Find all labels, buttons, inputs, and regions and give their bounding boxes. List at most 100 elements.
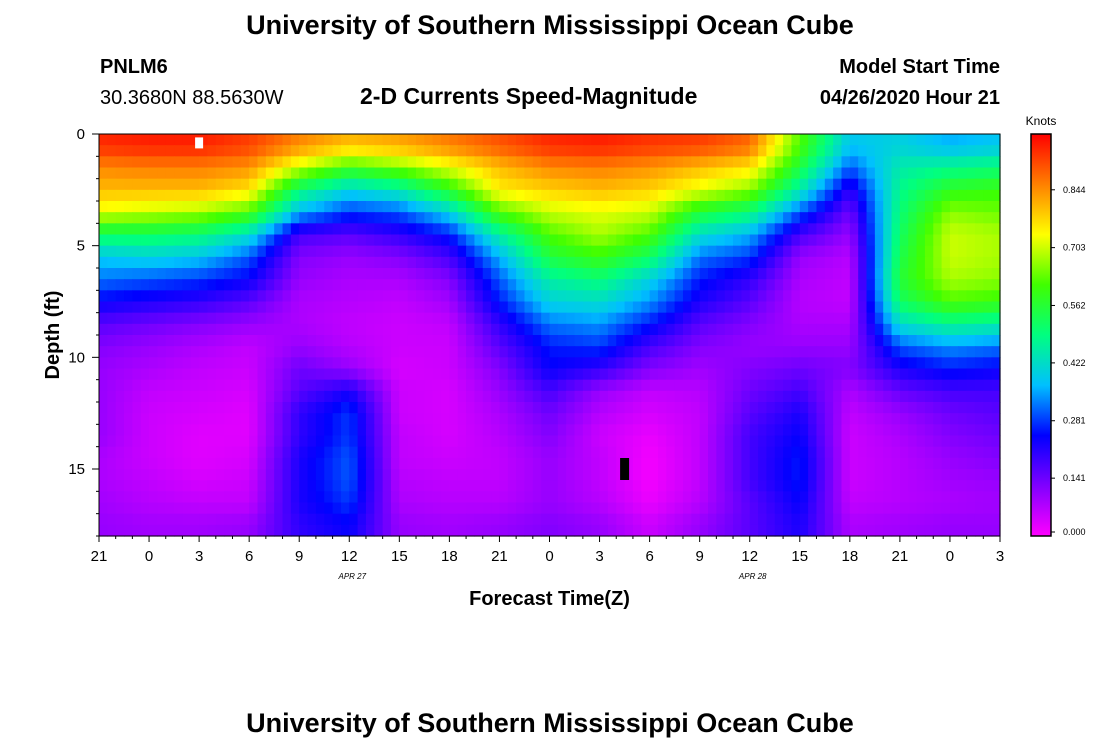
heatmap-cell — [174, 379, 184, 392]
heatmap-cell — [340, 156, 350, 169]
heatmap-cell — [340, 390, 350, 403]
heatmap-cell — [165, 524, 175, 537]
heatmap-cell — [549, 223, 559, 236]
heatmap-cell — [182, 245, 192, 258]
heatmap-cell — [507, 502, 517, 515]
heatmap-cell — [866, 469, 876, 481]
heatmap-cell — [549, 134, 559, 146]
heatmap-cell — [641, 357, 651, 370]
heatmap-cell — [140, 413, 150, 425]
heatmap-cell — [224, 424, 234, 437]
heatmap-cell — [157, 469, 167, 481]
heatmap-cell — [140, 335, 150, 347]
heatmap-cell — [457, 178, 467, 191]
heatmap-cell — [691, 301, 701, 314]
heatmap-cell — [632, 413, 642, 425]
heatmap-cell — [749, 480, 759, 492]
heatmap-cell — [749, 156, 759, 169]
heatmap-cell — [332, 390, 342, 403]
heatmap-cell — [866, 145, 876, 157]
heatmap-cell — [557, 357, 567, 370]
heatmap-cell — [699, 379, 709, 392]
heatmap-cell — [866, 245, 876, 258]
heatmap-cell — [174, 346, 184, 358]
heatmap-cell — [833, 156, 843, 169]
heatmap-cell — [374, 335, 384, 347]
heatmap-cell — [682, 223, 692, 236]
heatmap-cell — [165, 390, 175, 403]
heatmap-cell — [974, 502, 984, 515]
heatmap-cell — [332, 480, 342, 492]
heatmap-cell — [257, 256, 267, 269]
heatmap-cell — [265, 413, 275, 425]
heatmap-cell — [908, 413, 918, 425]
heatmap-cell — [466, 268, 476, 280]
heatmap-cell — [657, 301, 667, 314]
heatmap-cell — [599, 357, 609, 370]
heatmap-cell — [591, 502, 601, 515]
heatmap-cell — [274, 491, 284, 504]
heatmap-cell — [365, 346, 375, 358]
heatmap-cell — [874, 502, 884, 515]
heatmap-cell — [482, 301, 492, 314]
heatmap-cell — [708, 256, 717, 269]
heatmap-cell — [607, 424, 617, 437]
heatmap-cell — [240, 457, 250, 470]
heatmap-cell — [424, 323, 434, 336]
heatmap-cell — [833, 256, 843, 269]
heatmap-cell — [766, 513, 776, 526]
heatmap-cell — [115, 290, 125, 303]
heatmap-cell — [190, 178, 200, 191]
heatmap-cell — [708, 502, 717, 515]
heatmap-cell — [758, 268, 767, 280]
heatmap-cell — [107, 446, 117, 459]
heatmap-cell — [682, 379, 692, 392]
heatmap-cell — [908, 446, 918, 459]
heatmap-cell — [557, 480, 567, 492]
heatmap-cell — [557, 223, 567, 236]
heatmap-cell — [908, 312, 918, 325]
heatmap-cell — [783, 145, 793, 157]
heatmap-cell — [282, 435, 292, 448]
heatmap-cell — [516, 346, 526, 358]
heatmap-cell — [332, 413, 342, 425]
heatmap-cell — [941, 435, 951, 448]
heatmap-cell — [416, 268, 425, 280]
heatmap-cell — [666, 234, 676, 247]
heatmap-cell — [157, 245, 167, 258]
heatmap-cell — [916, 212, 926, 224]
heatmap-cell — [524, 424, 534, 437]
heatmap-cell — [841, 379, 851, 392]
heatmap-cell — [390, 457, 400, 470]
heatmap-cell — [199, 201, 209, 213]
heatmap-cell — [841, 335, 851, 347]
heatmap-cell — [941, 212, 951, 224]
heatmap-cell — [708, 424, 717, 437]
heatmap-cell — [165, 513, 175, 526]
heatmap-cell — [841, 234, 851, 247]
heatmap-cell — [974, 178, 984, 191]
heatmap-cell — [607, 435, 617, 448]
heatmap-cell — [632, 513, 642, 526]
heatmap-cell — [257, 379, 267, 392]
heatmap-cell — [399, 379, 409, 392]
heatmap-cell — [357, 402, 367, 414]
heatmap-cell — [224, 513, 234, 526]
heatmap-cell — [416, 134, 425, 146]
heatmap-cell — [574, 212, 584, 224]
heatmap-cell — [324, 223, 334, 236]
heatmap-cell — [265, 480, 275, 492]
heatmap-cell — [182, 256, 192, 269]
heatmap-cell — [132, 212, 142, 224]
heatmap-cell — [816, 513, 826, 526]
heatmap-cell — [240, 167, 250, 180]
chart-subtitle: 2-D Currents Speed-Magnitude — [360, 83, 698, 109]
heatmap-cell — [941, 279, 951, 291]
heatmap-cell — [274, 502, 284, 515]
heatmap-cell — [666, 390, 676, 403]
heatmap-cell — [824, 223, 834, 236]
heatmap-cell — [899, 368, 909, 381]
heatmap-cell — [557, 290, 567, 303]
heatmap-cell — [249, 323, 259, 336]
heatmap-cell — [432, 268, 442, 280]
